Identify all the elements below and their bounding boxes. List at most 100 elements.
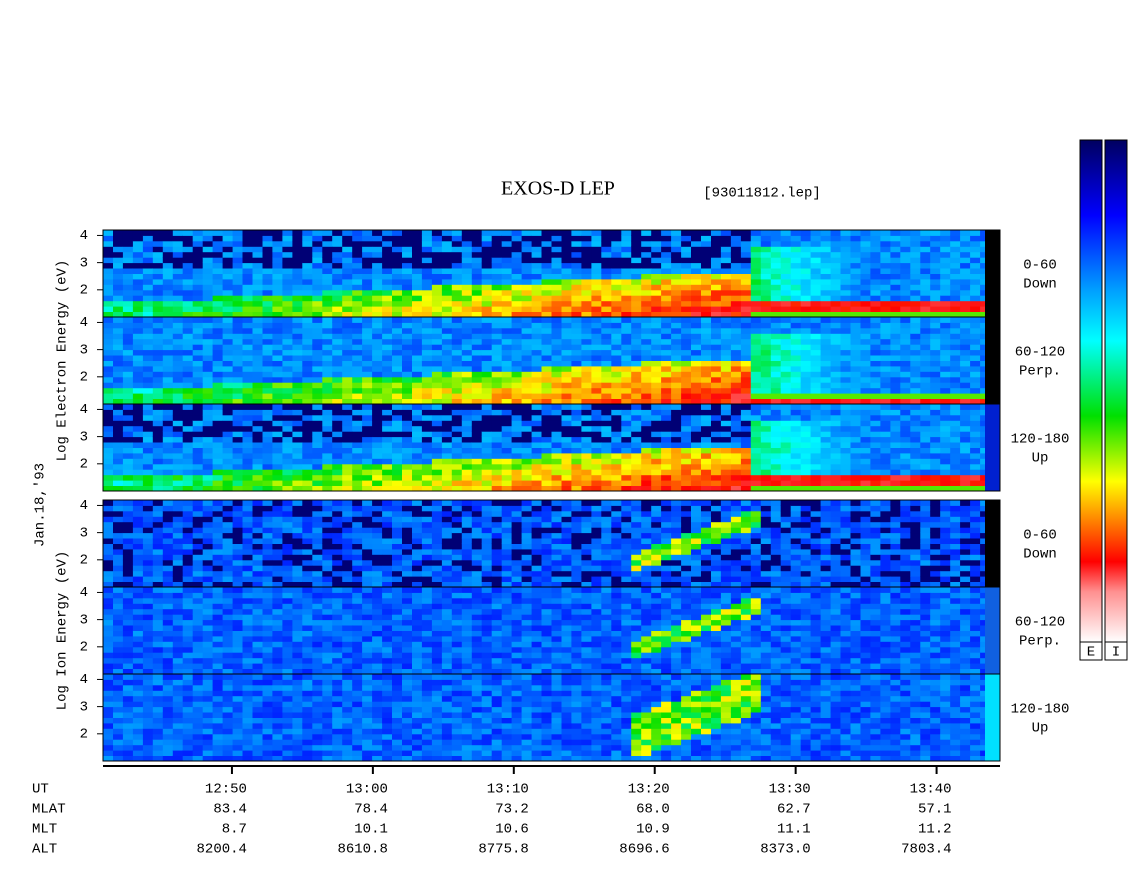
spectrogram-cell <box>950 442 961 448</box>
y-tick-label: 3 <box>80 342 88 358</box>
spectrogram-cell <box>831 279 842 285</box>
spectrogram-cell <box>920 317 931 323</box>
spectrogram-cell <box>581 252 592 258</box>
spectrogram-cell <box>163 442 174 448</box>
spectrogram-cell <box>920 257 931 263</box>
spectrogram-cell <box>801 355 812 361</box>
spectrogram-cell <box>193 511 204 517</box>
spectrogram-cell <box>741 290 752 296</box>
spectrogram-cell <box>681 317 692 323</box>
spectrogram-cell <box>940 333 951 339</box>
spectrogram-cell <box>372 448 383 454</box>
spectrogram-cell <box>263 549 274 555</box>
spectrogram-cell <box>143 241 154 247</box>
spectrogram-cell <box>123 571 133 577</box>
spectrogram-cell <box>571 279 582 285</box>
spectrogram-cell <box>841 453 852 459</box>
spectrogram-cell <box>552 409 563 415</box>
spectrogram-cell <box>831 235 842 241</box>
spectrogram-cell <box>681 339 692 345</box>
spectrogram-cell <box>811 426 822 432</box>
spectrogram-cell <box>781 475 792 481</box>
spectrogram-cell <box>661 252 672 258</box>
spectrogram-cell <box>621 268 632 274</box>
spectrogram-cell <box>253 306 264 312</box>
spectrogram-cell <box>841 263 852 269</box>
spectrogram-cell <box>960 366 971 372</box>
spectrogram-cell <box>392 420 403 426</box>
spectrogram-cell <box>781 344 792 350</box>
spectrogram-cell <box>362 333 373 339</box>
spectrogram-cell <box>771 317 782 323</box>
spectrogram-cell <box>372 339 383 345</box>
spectrogram-cell <box>781 295 792 301</box>
spectrogram-cell <box>372 560 383 566</box>
spectrogram-cell <box>831 388 842 394</box>
spectrogram-cell <box>492 527 503 533</box>
spectrogram-cell <box>203 469 214 475</box>
spectrogram-cell <box>701 469 712 475</box>
spectrogram-cell <box>811 246 822 252</box>
spectrogram-cell <box>731 333 742 339</box>
spectrogram-cell <box>332 560 343 566</box>
spectrogram-cell <box>791 458 802 464</box>
spectrogram-cell <box>143 371 154 377</box>
spectrogram-cell <box>432 246 443 252</box>
spectrogram-cell <box>183 538 194 544</box>
spectrogram-cell <box>382 442 393 448</box>
spectrogram-cell <box>193 328 204 334</box>
spectrogram-cell <box>711 382 722 388</box>
spectrogram-cell <box>910 279 921 285</box>
spectrogram-cell <box>253 317 264 323</box>
spectrogram-cell <box>203 377 214 383</box>
spectrogram-cell <box>193 268 204 274</box>
spectrogram-cell <box>482 549 493 555</box>
spectrogram-cell <box>302 366 313 372</box>
spectrogram-cell <box>292 361 303 367</box>
spectrogram-cell <box>342 252 353 258</box>
spectrogram-cell <box>910 350 921 356</box>
spectrogram-cell <box>472 252 483 258</box>
spectrogram-cell <box>502 426 513 432</box>
spectrogram-cell <box>641 344 652 350</box>
spectrogram-cell <box>661 284 672 290</box>
spectrogram-cell <box>322 522 333 528</box>
spectrogram-cell <box>173 306 184 312</box>
spectrogram-cell <box>402 382 413 388</box>
spectrogram-cell <box>123 437 133 443</box>
spectrogram-cell <box>462 480 473 486</box>
spectrogram-cell <box>153 565 164 571</box>
spectrogram-cell <box>791 263 802 269</box>
spectrogram-cell <box>781 453 792 459</box>
spectrogram-cell <box>113 290 124 296</box>
spectrogram-cell <box>900 344 911 350</box>
spectrogram-cell <box>173 554 184 560</box>
spectrogram-cell <box>532 301 543 307</box>
spectrogram-cell <box>861 420 872 426</box>
spectrogram-cell <box>671 333 682 339</box>
spectrogram-cell <box>452 437 463 443</box>
spectrogram-cell <box>442 333 453 339</box>
spectrogram-cell <box>960 301 971 307</box>
spectrogram-cell <box>532 458 543 464</box>
spectrogram-cell <box>641 388 652 394</box>
spectrogram-cell <box>432 500 443 506</box>
spectrogram-cell <box>681 290 692 296</box>
spectrogram-cell <box>671 480 682 486</box>
spectrogram-cell <box>562 382 573 388</box>
spectrogram-cell <box>492 522 503 528</box>
spectrogram-cell <box>342 442 353 448</box>
spectrogram-cell <box>193 344 204 350</box>
spectrogram-cell <box>631 328 642 334</box>
spectrogram-cell <box>213 355 224 361</box>
spectrogram-cell <box>571 306 582 312</box>
spectrogram-cell <box>512 442 522 448</box>
spectrogram-cell <box>512 257 522 263</box>
spectrogram-cell <box>412 571 423 577</box>
spectrogram-cell <box>950 388 961 394</box>
spectrogram-cell <box>292 317 303 323</box>
spectrogram-cell <box>382 533 393 539</box>
spectrogram-cell <box>292 257 303 263</box>
spectrogram-cell <box>183 453 194 459</box>
spectrogram-cell <box>233 480 244 486</box>
